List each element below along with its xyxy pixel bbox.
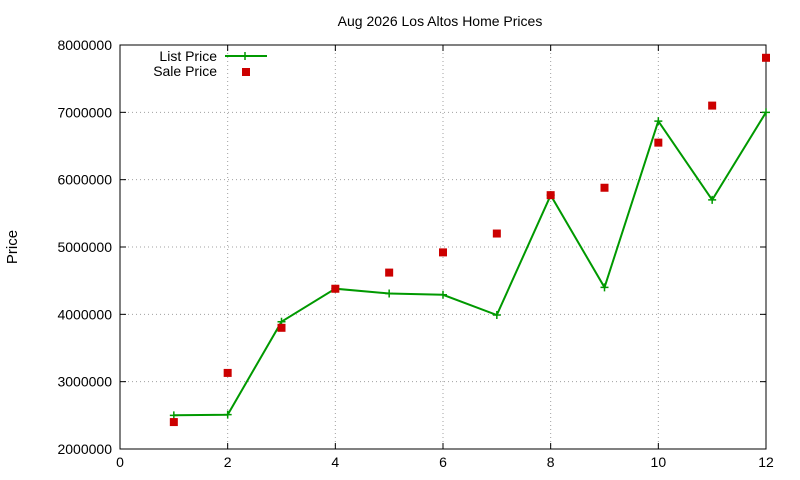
list-price-point — [223, 410, 232, 419]
list-price-point — [600, 283, 609, 292]
legend-label-list-price: List Price — [159, 48, 217, 64]
legend-label-sale-price: Sale Price — [153, 63, 217, 79]
x-tick-label: 12 — [758, 454, 774, 470]
sale-price-point — [546, 191, 555, 200]
y-tick-label: 2000000 — [57, 441, 112, 457]
sale-price-point — [169, 418, 178, 427]
legend: List Price Sale Price — [153, 48, 267, 79]
chart-title: Aug 2026 Los Altos Home Prices — [338, 13, 543, 29]
legend-marker-sale-price — [242, 68, 250, 76]
sale-price-point — [439, 248, 447, 257]
y-tick-label: 3000000 — [57, 374, 112, 390]
series-line-list-price — [173, 111, 767, 417]
y-axis-label: Price — [4, 230, 21, 264]
y-tick-label: 6000000 — [57, 172, 112, 188]
x-tick-label: 10 — [651, 454, 667, 470]
grid — [120, 45, 766, 449]
x-tick-label: 4 — [331, 454, 339, 470]
x-tick-label: 0 — [116, 454, 124, 470]
sale-price-point — [223, 368, 232, 377]
sale-price-point — [331, 284, 340, 293]
series-layer — [169, 53, 770, 427]
y-tick-label: 5000000 — [57, 239, 112, 255]
legend-marker-list-price — [241, 52, 249, 60]
sale-price-point — [762, 53, 770, 62]
list-price-point — [762, 108, 770, 117]
y-tick-label: 8000000 — [57, 37, 112, 53]
y-tick-label: 7000000 — [57, 104, 112, 120]
list-price-point — [492, 311, 501, 320]
axis-ticks: 0 2 4 6 8 10 12 2000000 3000000 4000000 5000000 600… — [57, 37, 774, 470]
sale-price-point — [708, 101, 717, 110]
list-price-point — [169, 411, 178, 420]
sale-price-point — [600, 183, 609, 192]
sale-price-point — [492, 229, 501, 238]
x-tick-label: 6 — [439, 454, 447, 470]
list-price-point — [708, 195, 717, 204]
x-tick-label: 2 — [224, 454, 232, 470]
list-price-point — [385, 289, 394, 298]
sale-price-point — [654, 138, 663, 147]
list-price-point — [654, 117, 663, 126]
list-price-point — [439, 290, 447, 299]
x-tick-label: 8 — [547, 454, 555, 470]
y-tick-label: 4000000 — [57, 306, 112, 322]
sale-price-point — [385, 268, 394, 277]
sale-price-point — [277, 323, 286, 332]
